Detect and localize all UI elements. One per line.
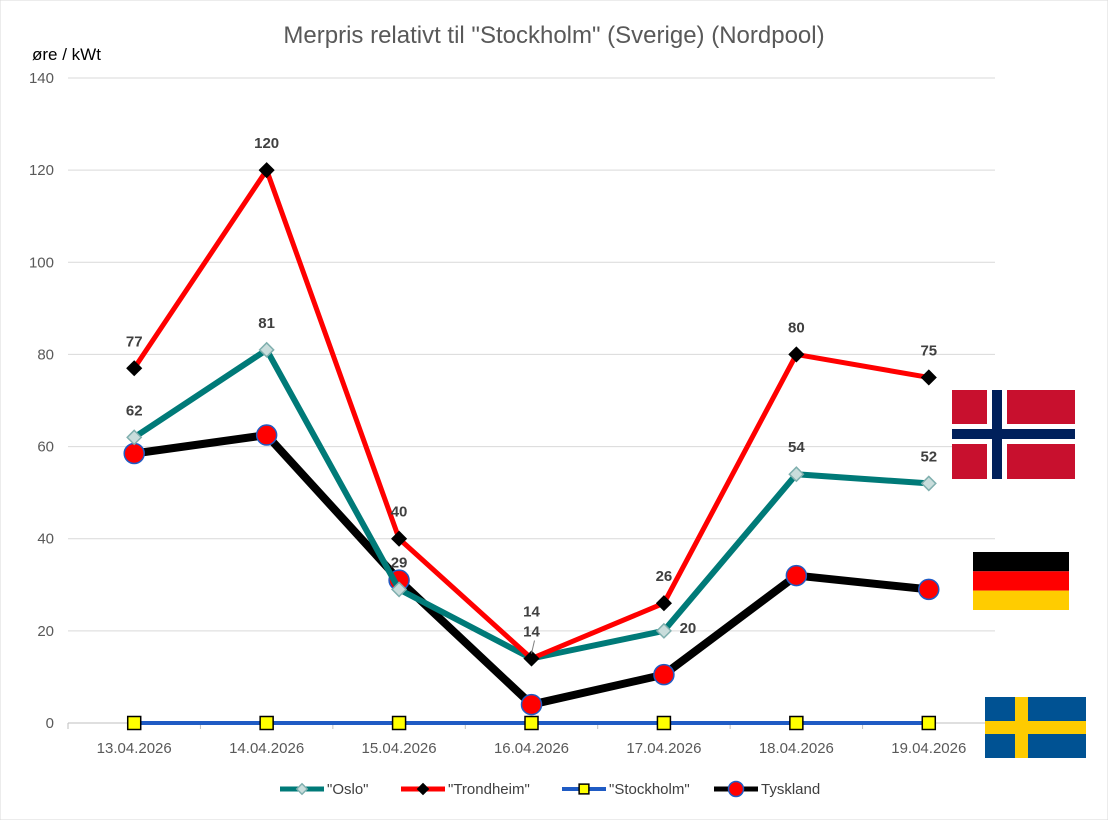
data-point xyxy=(258,162,275,179)
x-tick-label: 19.04.2026 xyxy=(891,740,966,757)
x-tick-label: 13.04.2026 xyxy=(97,740,172,757)
data-point xyxy=(126,360,143,377)
x-tick-label: 17.04.2026 xyxy=(626,740,701,757)
x-tick-label: 14.04.2026 xyxy=(229,740,304,757)
legend-item: "Oslo" xyxy=(280,781,369,798)
data-label: 62 xyxy=(126,402,143,419)
data-point xyxy=(523,650,540,667)
sweden-flag-icon xyxy=(985,697,1086,758)
data-point xyxy=(655,595,672,612)
x-tick-label: 15.04.2026 xyxy=(362,740,437,757)
y-tick-label: 0 xyxy=(46,715,54,732)
data-point xyxy=(126,429,143,446)
data-point xyxy=(123,442,145,465)
data-point xyxy=(920,369,937,386)
legend-marker xyxy=(578,783,590,795)
data-label: 77 xyxy=(126,333,143,350)
legend-marker xyxy=(727,780,745,798)
data-label: 52 xyxy=(920,448,937,465)
data-point xyxy=(126,715,142,731)
data-point xyxy=(520,693,543,716)
y-tick-label: 40 xyxy=(37,531,54,548)
data-point xyxy=(391,581,408,598)
y-tick-label: 140 xyxy=(29,70,54,87)
data-label: 26 xyxy=(656,568,673,585)
series-group xyxy=(123,162,940,731)
data-point xyxy=(788,466,805,483)
y-tick-label: 120 xyxy=(29,162,54,179)
chart-title: Merpris relativt til "Stockholm" (Sverig… xyxy=(283,22,824,49)
legend-marker xyxy=(416,782,430,796)
series-2 xyxy=(126,162,937,667)
legend-label: "Stockholm" xyxy=(609,781,690,798)
legend-label: "Oslo" xyxy=(327,781,369,798)
legend: "Oslo" "Trondheim" "Stockholm" Tyskland xyxy=(280,780,820,798)
data-point xyxy=(785,564,808,587)
data-point xyxy=(656,715,672,731)
data-point xyxy=(258,341,275,358)
germany-flag-icon xyxy=(973,552,1069,610)
legend-label: Tyskland xyxy=(761,781,820,798)
legend-item: Tyskland xyxy=(714,780,820,798)
y-axis-label: øre / kWt xyxy=(32,45,101,64)
data-point xyxy=(655,622,672,639)
data-point xyxy=(524,715,539,731)
y-tick-label: 80 xyxy=(37,346,54,363)
gridlines xyxy=(68,77,995,632)
data-point xyxy=(789,715,804,731)
legend-marker xyxy=(295,782,309,796)
data-point xyxy=(255,424,278,446)
data-label: 80 xyxy=(788,319,805,336)
data-label: 54 xyxy=(788,439,805,456)
data-label: 29 xyxy=(391,554,408,571)
data-label: 120 xyxy=(254,135,279,152)
legend-item: "Stockholm" xyxy=(562,781,690,798)
y-tick-label: 60 xyxy=(37,439,54,456)
y-tick-label: 100 xyxy=(29,254,54,271)
data-point xyxy=(653,663,675,686)
data-point xyxy=(391,715,407,731)
data-point xyxy=(259,715,274,731)
leader-line xyxy=(531,640,535,654)
norway-flag-icon xyxy=(952,390,1075,479)
data-point xyxy=(921,715,937,731)
data-point xyxy=(918,578,940,601)
data-point xyxy=(391,530,408,547)
legend-label: "Trondheim" xyxy=(448,781,530,798)
x-tick-label: 18.04.2026 xyxy=(759,740,834,757)
data-label: 40 xyxy=(391,504,408,521)
data-label: 75 xyxy=(920,342,937,359)
data-label: 14 xyxy=(523,624,540,641)
data-label: 81 xyxy=(258,315,275,332)
data-label: 14 xyxy=(523,604,540,621)
data-label: 20 xyxy=(680,620,697,637)
x-tick-label: 16.04.2026 xyxy=(494,740,569,757)
series-3 xyxy=(126,715,937,731)
y-tick-label: 20 xyxy=(37,623,54,640)
data-labels: 62 81 29 14 20 54 52 77 120 40 14 26 80 75 xyxy=(126,135,937,654)
legend-item: "Trondheim" xyxy=(401,781,530,798)
data-point xyxy=(920,475,937,492)
data-point xyxy=(788,346,805,363)
